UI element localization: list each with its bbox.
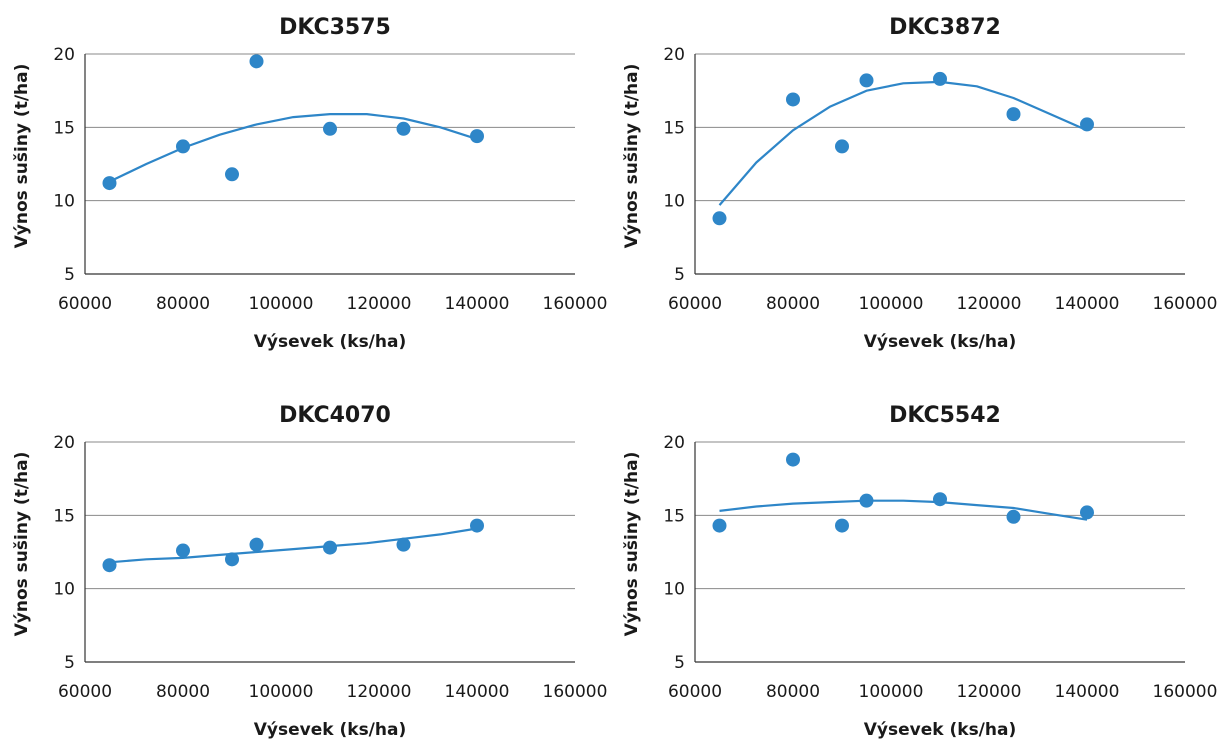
trendline [109,113,478,183]
data-point [225,552,239,567]
x-tick-label: 140000 [445,294,510,314]
data-point [933,71,947,86]
y-tick-label: 5 [674,653,685,673]
x-tick-label: 60000 [58,294,112,314]
x-axis-title: Výsevek (ks/ha) [254,720,406,740]
x-tick-label: 60000 [668,294,722,314]
data-point [786,452,800,467]
data-point [933,492,947,507]
trendline [109,527,478,564]
x-axis-title: Výsevek (ks/ha) [254,332,406,352]
x-tick-label: 120000 [347,682,412,702]
y-tick-label: 5 [674,265,685,285]
x-axis-title: Výsevek (ks/ha) [864,332,1016,352]
x-tick-label: 100000 [249,682,314,702]
y-tick-label: 15 [53,506,75,526]
y-tick-label: 10 [663,192,685,212]
trendline [719,499,1088,521]
x-tick-label: 160000 [1153,682,1218,702]
x-tick-label: 140000 [1055,294,1120,314]
data-point [249,54,264,69]
data-point [396,121,411,136]
data-point [102,558,117,573]
x-tick-label: 120000 [957,294,1022,314]
chart-title: DKC4070 [279,403,391,428]
y-tick-label: 20 [53,433,75,453]
data-point [470,518,484,533]
x-tick-label: 80000 [766,294,820,314]
data-point [835,518,849,533]
y-tick-label: 15 [53,118,75,138]
y-tick-label: 10 [53,192,75,212]
y-axis-title: Výnos sušiny (t/ha) [12,452,32,637]
x-tick-label: 140000 [445,682,510,702]
y-tick-label: 10 [663,580,685,600]
y-tick-label: 5 [64,653,75,673]
x-axis-title: Výsevek (ks/ha) [864,720,1016,740]
x-tick-label: 140000 [1055,682,1120,702]
data-point [323,121,337,136]
x-tick-label: 100000 [859,682,924,702]
y-tick-label: 15 [663,506,685,526]
chart-title: DKC3872 [889,15,1001,40]
data-point [712,518,727,533]
x-tick-label: 80000 [766,682,820,702]
data-point [396,537,411,552]
y-tick-label: 5 [64,265,75,285]
x-tick-label: 60000 [668,682,722,702]
chart-title: DKC5542 [889,403,1001,428]
y-tick-label: 10 [53,580,75,600]
data-point [470,129,484,144]
y-tick-label: 20 [53,45,75,65]
y-axis-title: Výnos sušiny (t/ha) [622,64,642,249]
data-point [859,73,874,88]
data-point [859,493,874,508]
data-point [249,537,264,552]
x-tick-label: 100000 [249,294,314,314]
data-point [1080,505,1094,520]
x-tick-label: 120000 [957,682,1022,702]
y-tick-label: 20 [663,433,685,453]
trendline [718,80,1088,206]
data-point [176,543,190,558]
y-tick-label: 20 [663,45,685,65]
x-tick-label: 80000 [156,682,210,702]
data-point [1080,117,1094,132]
y-tick-label: 15 [663,118,685,138]
data-point [786,92,800,107]
x-tick-label: 80000 [156,294,210,314]
y-axis-title: Výnos sušiny (t/ha) [12,64,32,249]
y-axis-title: Výnos sušiny (t/ha) [622,452,642,637]
x-tick-label: 160000 [543,682,608,702]
data-point [176,139,190,154]
data-point [712,211,727,226]
data-point [323,540,337,555]
data-point [225,167,239,182]
x-tick-label: 160000 [543,294,608,314]
data-point [835,139,849,154]
data-point [102,176,117,191]
data-point [1006,509,1021,524]
x-tick-label: 60000 [58,682,112,702]
chart-title: DKC3575 [279,15,391,40]
data-point [1006,107,1021,122]
x-tick-label: 120000 [347,294,412,314]
x-tick-label: 160000 [1153,294,1218,314]
x-tick-label: 100000 [859,294,924,314]
